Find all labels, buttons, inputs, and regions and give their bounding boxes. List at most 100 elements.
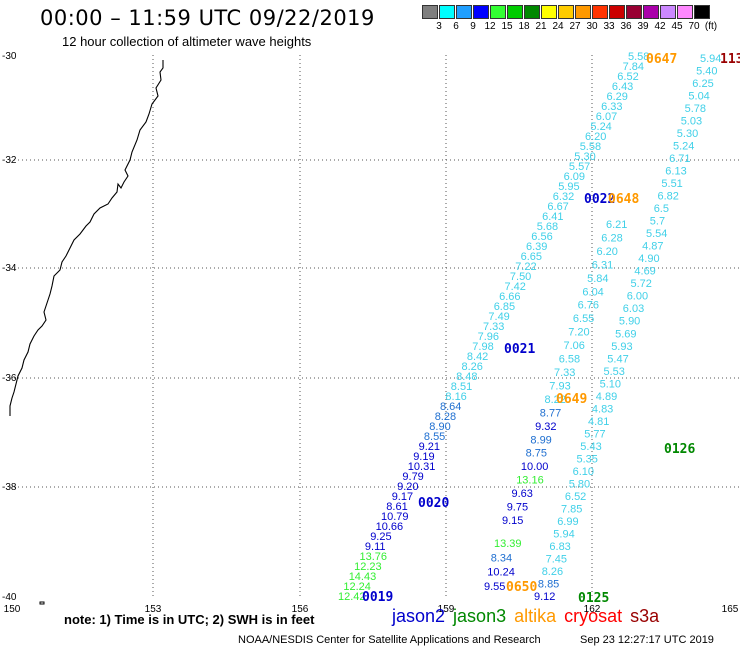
wave-height-value: 5.24 bbox=[590, 121, 611, 133]
lon-label: 162 bbox=[584, 604, 601, 615]
colorbar-tick: 9 bbox=[470, 21, 476, 32]
wave-height-value: 7.06 bbox=[564, 340, 585, 352]
lat-label: -32 bbox=[2, 155, 17, 166]
wave-height-value: 13.76 bbox=[360, 551, 388, 563]
wave-height-value: 8.22 bbox=[545, 394, 566, 406]
wave-height-value: 5.57 bbox=[569, 161, 590, 173]
wave-height-value: 5.10 bbox=[600, 378, 621, 390]
colorbar-tick: 3 bbox=[436, 21, 442, 32]
pass-time-label: 0648 bbox=[608, 192, 639, 207]
pass-time-label: 0647 bbox=[646, 52, 677, 67]
colorbar-tick: 33 bbox=[603, 21, 615, 32]
wave-height-value: 5.95 bbox=[558, 181, 579, 193]
wave-height-tracks: 5.587.846.526.436.296.336.075.246.205.58… bbox=[338, 51, 721, 603]
colorbar-tick: 15 bbox=[501, 21, 513, 32]
wave-height-value: 4.69 bbox=[634, 266, 655, 278]
colorbar-tick: 12 bbox=[484, 21, 496, 32]
colorbar-tick: 30 bbox=[586, 21, 598, 32]
coastline bbox=[9, 60, 164, 416]
wave-height-value: 5.30 bbox=[574, 151, 595, 163]
wave-height-value: 6.52 bbox=[565, 491, 586, 503]
colorbar-swatch bbox=[609, 5, 625, 19]
colorbar-swatch bbox=[439, 5, 455, 19]
wave-height-value: 8.77 bbox=[540, 407, 561, 419]
wave-height-value: 5.68 bbox=[537, 221, 558, 233]
wave-height-value: 10.24 bbox=[487, 567, 515, 579]
wave-height-value: 12.23 bbox=[354, 561, 382, 573]
wave-height-value: 6.20 bbox=[585, 131, 606, 143]
legend-s3a: s3a bbox=[630, 606, 660, 626]
wave-height-value: 7.22 bbox=[515, 261, 536, 273]
wave-height-value: 6.32 bbox=[553, 191, 574, 203]
wave-height-value: 6.21 bbox=[606, 219, 627, 231]
wave-height-value: 5.72 bbox=[631, 278, 652, 290]
wave-height-value: 5.24 bbox=[673, 141, 694, 153]
wave-height-value: 7.42 bbox=[505, 281, 526, 293]
wave-height-value: 6.55 bbox=[573, 313, 594, 325]
wave-height-value: 6.66 bbox=[499, 291, 520, 303]
wave-height-value: 13.16 bbox=[516, 475, 544, 487]
pass-time-label: 0126 bbox=[664, 442, 695, 457]
wave-height-value: 6.39 bbox=[526, 241, 547, 253]
wave-height-value: 9.19 bbox=[413, 451, 434, 463]
wave-height-value: 9.32 bbox=[535, 421, 556, 433]
wave-height-value: 9.15 bbox=[502, 515, 523, 527]
wave-height-value: 7.50 bbox=[510, 271, 531, 283]
colorbar-tick: 42 bbox=[654, 21, 666, 32]
wave-height-value: 5.30 bbox=[677, 128, 698, 140]
wave-height-value: 6.13 bbox=[665, 166, 686, 178]
timestamp: Sep 23 12:27:17 UTC 2019 bbox=[580, 634, 714, 646]
wave-height-value: 6.00 bbox=[627, 291, 648, 303]
wave-height-value: 5.03 bbox=[681, 116, 702, 128]
pass-time-label: 0021 bbox=[504, 342, 535, 357]
pass-time-label: 113 bbox=[720, 52, 740, 67]
wave-height-value: 6.82 bbox=[658, 191, 679, 203]
longitude-labels: 150 153 156 159 162 165 bbox=[4, 604, 739, 615]
colorbar-swatch bbox=[626, 5, 642, 19]
lat-label: -40 bbox=[2, 592, 17, 603]
wave-height-value: 8.55 bbox=[424, 431, 445, 443]
colorbar-swatch bbox=[592, 5, 608, 19]
pass-time-label: 0022 bbox=[584, 192, 615, 207]
wave-height-value: 5.80 bbox=[569, 478, 590, 490]
wave-height-value: 7.96 bbox=[478, 331, 499, 343]
lat-label: -34 bbox=[2, 263, 17, 274]
wave-height-value: 13.39 bbox=[494, 538, 522, 550]
pass-time-label: 0019 bbox=[362, 590, 393, 605]
wave-height-value: 6.71 bbox=[669, 153, 690, 165]
wave-height-value: 8.75 bbox=[526, 448, 547, 460]
pass-time-label: 0020 bbox=[418, 496, 449, 511]
wave-height-value: 7.45 bbox=[546, 554, 567, 566]
wave-height-value: 10.00 bbox=[521, 461, 549, 473]
wave-height-value: 12.42 bbox=[338, 591, 366, 603]
wave-height-value: 8.90 bbox=[429, 421, 450, 433]
wave-height-value: 6.31 bbox=[592, 259, 613, 271]
wave-height-value: 4.83 bbox=[592, 403, 613, 415]
wave-height-value: 7.33 bbox=[554, 367, 575, 379]
lat-label: -36 bbox=[2, 373, 17, 384]
colorbar-tick: 39 bbox=[637, 21, 649, 32]
colorbar-swatch bbox=[422, 5, 438, 19]
wave-height-value: 6.76 bbox=[578, 300, 599, 312]
lon-label: 153 bbox=[145, 604, 162, 615]
legend-altika: altika bbox=[514, 606, 557, 626]
colorbar-swatch bbox=[558, 5, 574, 19]
wave-height-value: 5.53 bbox=[604, 366, 625, 378]
wave-height-value: 8.51 bbox=[451, 381, 472, 393]
wave-height-value: 7.33 bbox=[483, 321, 504, 333]
lon-label: 156 bbox=[292, 604, 309, 615]
wave-height-value: 10.79 bbox=[381, 511, 409, 523]
wave-height-value: 9.75 bbox=[507, 502, 528, 514]
credit-line: NOAA/NESDIS Center for Satellite Applica… bbox=[238, 634, 541, 646]
wave-height-value: 7.98 bbox=[472, 341, 493, 353]
wave-height-value: 7.20 bbox=[568, 327, 589, 339]
wave-height-value: 6.56 bbox=[531, 231, 552, 243]
wave-height-value: 6.85 bbox=[494, 301, 515, 313]
page-subtitle: 12 hour collection of altimeter wave hei… bbox=[62, 34, 312, 49]
wave-height-value: 10.31 bbox=[408, 461, 436, 473]
colorbar-swatch bbox=[541, 5, 557, 19]
colorbar-swatch bbox=[507, 5, 523, 19]
wave-height-value: 9.79 bbox=[402, 471, 423, 483]
wave-height-value: 5.58 bbox=[628, 51, 649, 63]
